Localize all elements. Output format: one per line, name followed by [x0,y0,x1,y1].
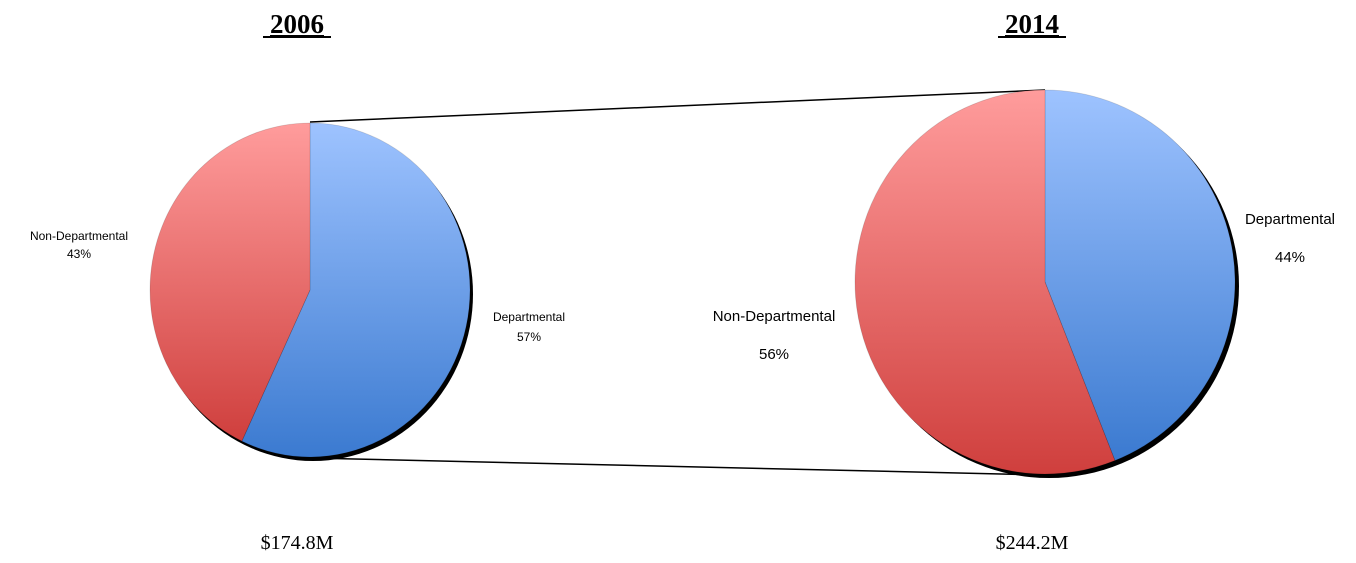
slice-label-name-departmental-2006: Departmental [493,310,565,324]
pie-slice-non-departmental-2006 [149,122,311,442]
pie-slice-non-departmental-2014 [854,89,1116,475]
slice-label-name-non-departmental-2014: Non-Departmental [713,308,836,325]
pie-title-2006: 2006 [270,9,324,39]
connector-line-bottom [309,457,1046,476]
slice-label-value-non-departmental-2014: 56% [759,346,789,363]
pie-title-2014: 2014 [1005,9,1059,39]
pie-slice-departmental-2014 [1044,89,1236,462]
pie-slice-departmental-2006 [241,122,471,458]
slice-label-value-departmental-2006: 57% [517,330,541,344]
slice-label-name-non-departmental-2006: Non-Departmental [30,229,128,243]
pie-2014 [854,89,1239,478]
pie-2006 [149,122,473,461]
connector-line-top [309,89,1046,123]
slice-label-value-non-departmental-2006: 43% [67,247,91,261]
slice-label-name-departmental-2014: Departmental [1245,211,1335,228]
slice-label-value-departmental-2014: 44% [1275,249,1305,266]
total-label-2014: $244.2M [996,532,1069,554]
total-label-2006: $174.8M [261,532,334,554]
